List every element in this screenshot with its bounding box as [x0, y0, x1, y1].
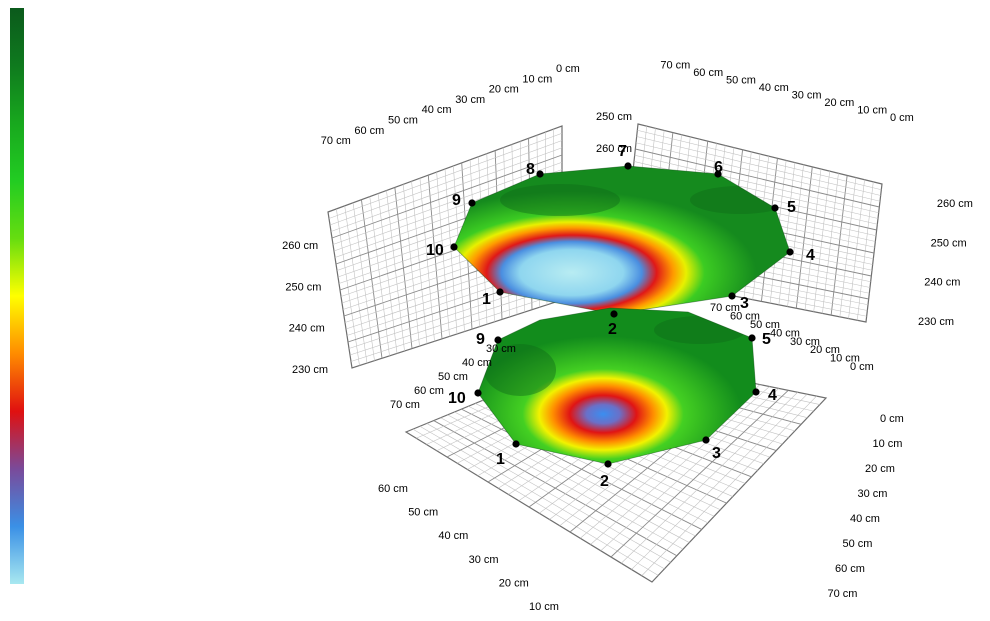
svg-text:8: 8: [526, 161, 535, 178]
top-right-depth-tick: 20 cm: [824, 97, 854, 109]
upper-point-6: 6: [714, 159, 723, 178]
floor-back-left-tick: 40 cm: [462, 357, 492, 369]
top-left-depth-tick: 60 cm: [354, 125, 384, 137]
floor-right-edge-tick: 70 cm: [828, 588, 858, 600]
floor-back-right-tick: 0 cm: [850, 361, 874, 373]
floor-right-edge-tick: 20 cm: [865, 463, 895, 475]
floor-right-edge-tick: 40 cm: [850, 513, 880, 525]
floor-back-right-tick: 70 cm: [710, 302, 740, 314]
upper-point-9: 9: [452, 192, 476, 209]
floor-back-left-tick: 50 cm: [438, 371, 468, 383]
svg-text:2: 2: [608, 321, 617, 338]
floor-back-right-tick: 40 cm: [770, 327, 800, 339]
svg-text:10: 10: [426, 242, 444, 259]
lower-point-3: 3: [702, 436, 721, 462]
top-right-depth-tick: 40 cm: [759, 82, 789, 94]
top-right-depth-tick: 0 cm: [890, 112, 914, 124]
floor-back-right-tick: 10 cm: [830, 353, 860, 365]
left-height-tick: 250 cm: [285, 281, 321, 293]
svg-text:1: 1: [482, 291, 491, 308]
top-left-depth-tick: 50 cm: [388, 115, 418, 127]
upper-point-8: 8: [526, 161, 544, 178]
upper-point-4: 4: [786, 247, 815, 264]
lower-point-10: 10: [448, 389, 482, 407]
lower-point-4: 4: [752, 387, 777, 404]
back-vertical-tick: 250 cm: [596, 111, 632, 123]
svg-text:5: 5: [762, 331, 771, 348]
svg-text:3: 3: [712, 445, 721, 462]
svg-text:5: 5: [787, 199, 796, 216]
svg-text:2: 2: [600, 473, 609, 490]
lower-point-2: 2: [600, 460, 612, 490]
left-height-tick: 230 cm: [292, 364, 328, 376]
top-right-depth-tick: 30 cm: [792, 90, 822, 102]
top-left-depth-tick: 20 cm: [489, 84, 519, 96]
color-scale-bar: [10, 8, 24, 584]
right-height-tick: 260 cm: [937, 198, 973, 210]
svg-text:4: 4: [806, 247, 815, 264]
measurement-points: 1 2 3 4 5 6 7 8 9 10 1 2 3 4 5 9 10: [426, 143, 815, 490]
right-height-tick: 230 cm: [918, 316, 954, 328]
svg-text:9: 9: [452, 192, 461, 209]
floor-right-edge-tick: 50 cm: [843, 538, 873, 550]
floor-back-right-tick: 60 cm: [730, 311, 760, 323]
floor-back-left-tick: 70 cm: [390, 399, 420, 411]
color-scale-gradient: [10, 8, 24, 584]
svg-text:6: 6: [714, 159, 723, 176]
upper-point-5: 5: [771, 199, 796, 216]
floor-right-edge-tick: 10 cm: [873, 438, 903, 450]
floor-front-edge-tick: 30 cm: [469, 554, 499, 566]
floor-front-edge-tick: 60 cm: [378, 483, 408, 495]
top-left-depth-tick: 0 cm: [556, 63, 580, 75]
right-height-tick: 240 cm: [924, 277, 960, 289]
floor-front-edge-tick: 50 cm: [408, 507, 438, 519]
floor-back-left-tick: 60 cm: [414, 385, 444, 397]
left-height-tick: 240 cm: [289, 323, 325, 335]
upper-point-2: 2: [608, 310, 618, 338]
top-right-depth-tick: 50 cm: [726, 75, 756, 87]
upper-point-1: 1: [482, 288, 504, 308]
top-left-depth-tick: 70 cm: [321, 135, 351, 147]
floor-back-right-tick: 20 cm: [810, 344, 840, 356]
top-right-depth-tick: 60 cm: [693, 67, 723, 79]
floor-front-edge-tick: 10 cm: [529, 601, 559, 613]
right-height-tick: 250 cm: [931, 237, 967, 249]
floor-front-edge-tick: 20 cm: [499, 577, 529, 589]
upper-point-7: 7: [618, 143, 632, 170]
floor-right-edge-tick: 0 cm: [880, 413, 904, 425]
top-left-depth-tick: 40 cm: [422, 104, 452, 116]
floor-front-edge-tick: 40 cm: [438, 530, 468, 542]
back-vertical-tick: 260 cm: [596, 143, 632, 155]
upper-point-10: 10: [426, 242, 458, 259]
svg-text:4: 4: [768, 387, 777, 404]
svg-text:9: 9: [476, 331, 485, 348]
floor-back-right-tick: 50 cm: [750, 319, 780, 331]
lower-point-1: 1: [496, 440, 520, 468]
upper-surface: [454, 166, 790, 314]
top-right-depth-tick: 70 cm: [660, 60, 690, 72]
top-left-depth-tick: 10 cm: [522, 73, 552, 85]
svg-text:10: 10: [448, 390, 466, 407]
svg-text:1: 1: [496, 451, 505, 468]
svg-text:7: 7: [618, 143, 627, 160]
left-height-tick: 260 cm: [282, 240, 318, 252]
svg-text:3: 3: [740, 295, 749, 312]
top-right-depth-tick: 10 cm: [857, 105, 887, 117]
upper-point-3: 3: [728, 292, 749, 312]
lower-point-5: 5: [748, 331, 771, 348]
lower-point-9: 9: [476, 331, 502, 348]
floor-back-right-tick: 30 cm: [790, 336, 820, 348]
floor-back-left-tick: 30 cm: [486, 343, 516, 355]
top-left-depth-tick: 30 cm: [455, 94, 485, 106]
floor-right-edge-tick: 60 cm: [835, 563, 865, 575]
floor-right-edge-tick: 30 cm: [858, 488, 888, 500]
